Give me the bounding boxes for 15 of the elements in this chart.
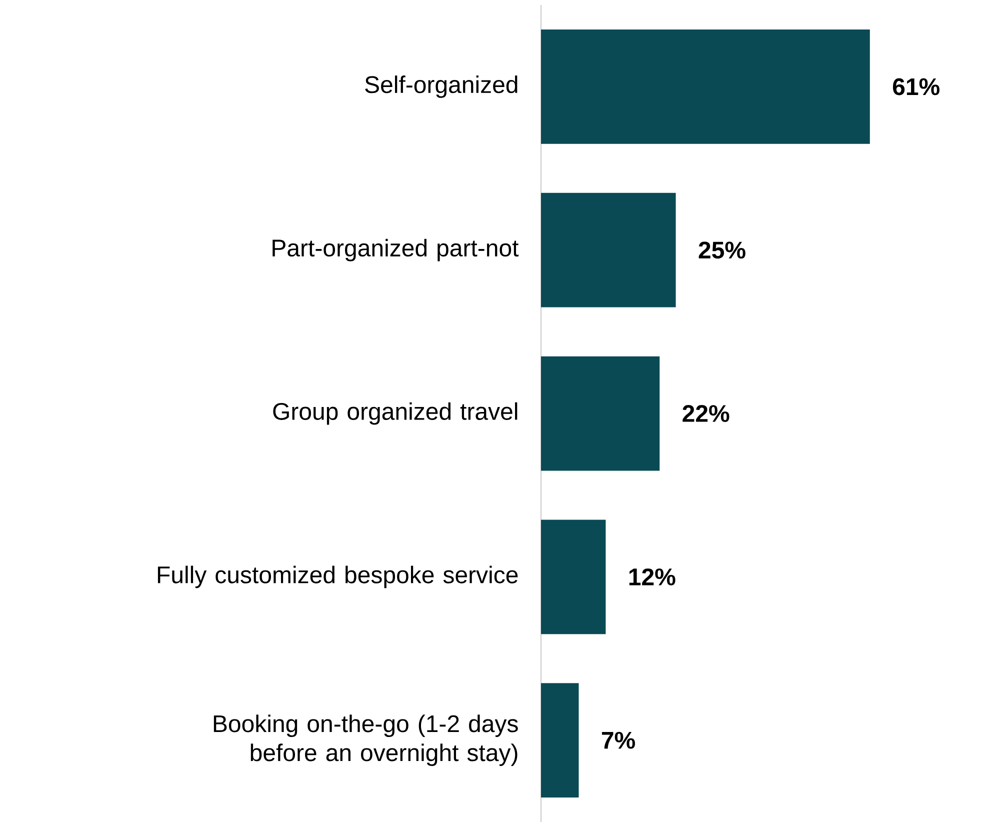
data-label: 7% xyxy=(602,732,635,749)
y-tick-label: Fully customized bespoke service xyxy=(158,566,518,588)
y-tick-label: Booking on-the-go (1-2 days before an overnight stay) xyxy=(214,714,518,766)
bar xyxy=(541,30,870,144)
y-tick-label: Group organized travel xyxy=(273,402,518,425)
bar xyxy=(541,356,660,471)
bar xyxy=(541,683,579,798)
bar xyxy=(541,520,606,634)
data-label: 12% xyxy=(629,568,676,586)
y-tick-label: Self-organized xyxy=(365,76,518,98)
data-label: 25% xyxy=(698,242,746,259)
y-tick-label: Part-organized part-not xyxy=(272,238,519,262)
bar xyxy=(541,192,676,308)
data-label: 61% xyxy=(892,78,940,96)
data-label: 22% xyxy=(682,405,730,422)
